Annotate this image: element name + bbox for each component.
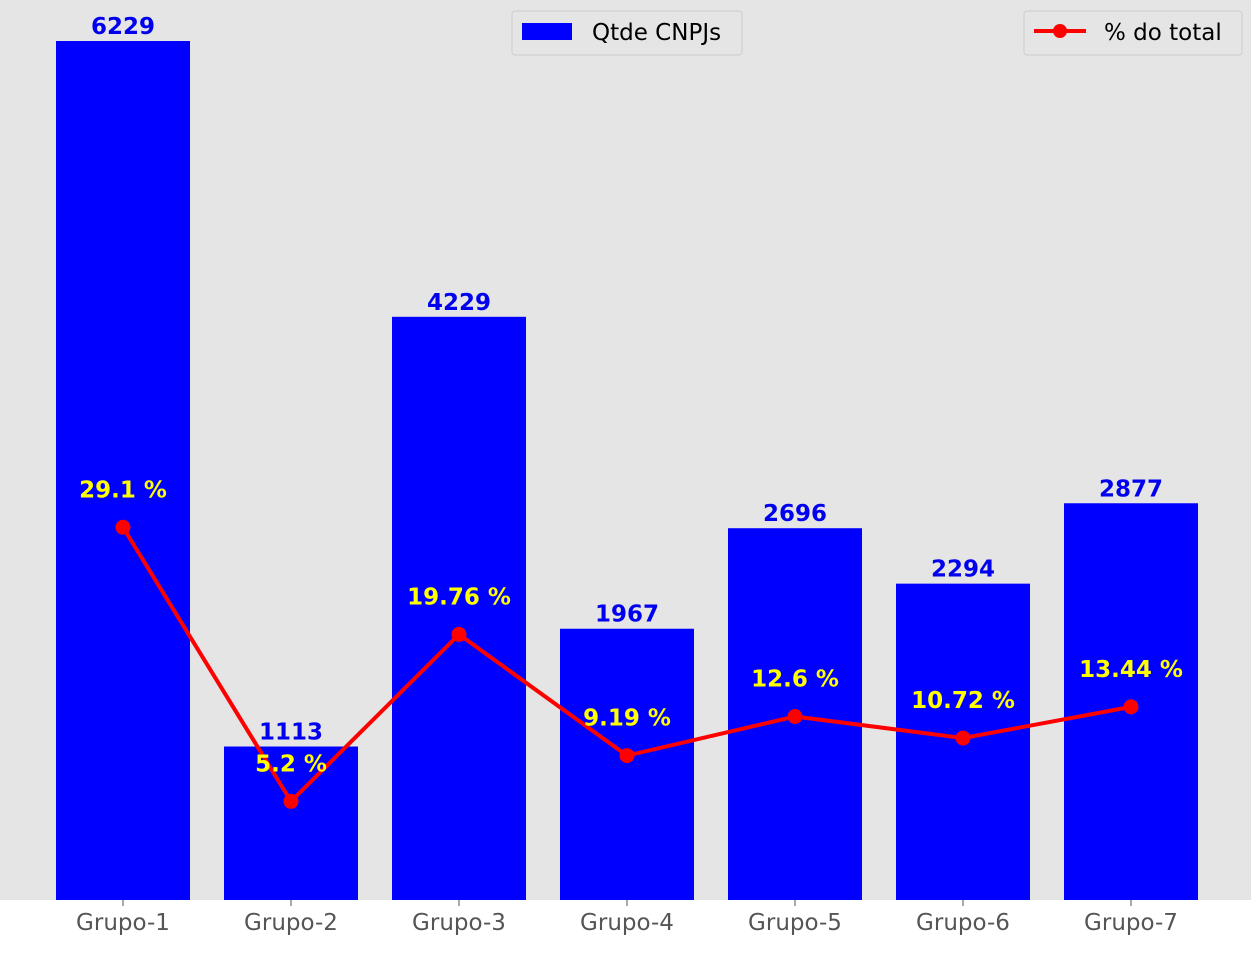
x-tick-label: Grupo-3 <box>412 910 506 936</box>
bar-value-labels: 6229 1113 4229 1967 2696 2294 2877 <box>91 14 1163 746</box>
bar-value-label: 2696 <box>763 501 827 527</box>
line-point <box>619 748 635 764</box>
bar-value-label: 2294 <box>931 557 995 583</box>
legend-line-box <box>1023 10 1243 56</box>
legend-line: % do total <box>1023 10 1243 56</box>
legend-bar-label: Qtde CNPJs <box>592 20 721 46</box>
line-value-label: 9.19 % <box>583 706 671 732</box>
line-value-label: 5.2 % <box>255 751 327 777</box>
line-point <box>283 793 299 809</box>
legend-bar-swatch <box>522 23 572 40</box>
bar-value-label: 6229 <box>91 14 155 40</box>
bar <box>224 746 358 900</box>
bar <box>560 628 694 900</box>
line-point <box>451 626 467 642</box>
bar-value-label: 1113 <box>259 720 323 746</box>
bar <box>56 41 190 900</box>
x-tick-label: Grupo-5 <box>748 910 842 936</box>
line-point <box>955 730 971 746</box>
x-tick-label: Grupo-2 <box>244 910 338 936</box>
line-series <box>115 519 1139 809</box>
line-value-labels: 29.1 % 5.2 % 19.76 % 9.19 % 12.6 % 10.72 % 13.… <box>79 477 1183 777</box>
x-axis: Grupo-1 Grupo-2 Grupo-3 Grupo-4 Grupo-5 Grupo… <box>76 900 1178 936</box>
line-point <box>787 709 803 725</box>
bar-value-label: 4229 <box>427 290 491 316</box>
line-value-label: 29.1 % <box>79 477 167 503</box>
line-point <box>1123 699 1139 715</box>
legend-line-label: % do total <box>1104 20 1222 46</box>
line-value-label: 10.72 % <box>911 688 1015 714</box>
bar <box>392 316 526 900</box>
x-tick-label: Grupo-7 <box>1084 910 1178 936</box>
line-value-label: 19.76 % <box>407 584 511 610</box>
legend-bar-box <box>511 10 743 56</box>
x-tick-label: Grupo-6 <box>916 910 1010 936</box>
line-value-label: 13.44 % <box>1079 657 1183 683</box>
line-value-label: 12.6 % <box>751 667 839 693</box>
line-point <box>115 519 131 535</box>
x-tick-label: Grupo-4 <box>580 910 674 936</box>
legend-line-marker <box>1053 24 1067 38</box>
bar-value-label: 1967 <box>595 602 659 628</box>
legend-bar: Qtde CNPJs <box>511 10 743 56</box>
bar-value-label: 2877 <box>1099 476 1163 502</box>
x-tick-label: Grupo-1 <box>76 910 170 936</box>
bar-series <box>56 41 1198 900</box>
